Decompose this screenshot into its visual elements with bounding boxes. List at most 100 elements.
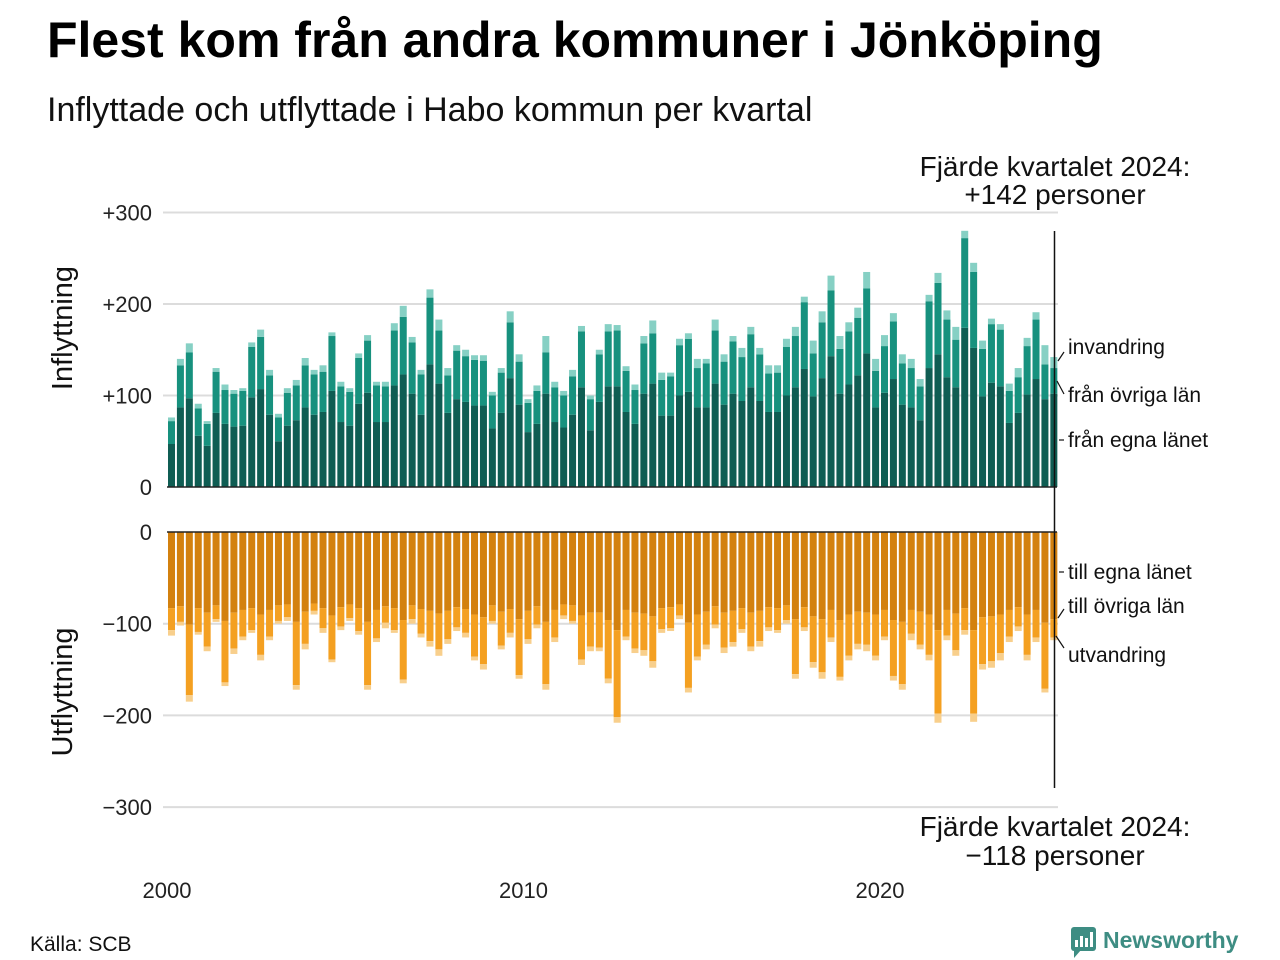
outflow-bar-segment-1 bbox=[702, 532, 710, 612]
outflow-bar-segment-1 bbox=[765, 532, 773, 608]
outflow-bar-segment-1 bbox=[791, 532, 799, 620]
inflow-bar-segment-1 bbox=[738, 400, 746, 487]
inflow-bar-segment-3 bbox=[925, 294, 933, 302]
inflow-bar-segment-3 bbox=[444, 368, 452, 376]
legend-label-fran-egna-lanet: från egna länet bbox=[1068, 429, 1208, 452]
outflow-bar-segment-2 bbox=[676, 604, 684, 616]
outflow-bar-segment-2 bbox=[667, 607, 675, 629]
x-tick-label: 2020 bbox=[856, 878, 905, 903]
outflow-bar-segment-2 bbox=[426, 610, 434, 642]
inflow-bar-segment-1 bbox=[230, 426, 238, 487]
inflow-bar-segment-2 bbox=[1041, 364, 1049, 400]
inflow-bar-segment-3 bbox=[221, 384, 229, 391]
inflow-bar-segment-1 bbox=[934, 354, 942, 487]
inflow-bar-segment-1 bbox=[979, 396, 987, 487]
outflow-bar-segment-2 bbox=[479, 617, 487, 665]
outflow-bar-segment-2 bbox=[560, 604, 568, 616]
inflow-bar-segment-3 bbox=[800, 296, 808, 303]
inflow-bar-segment-1 bbox=[301, 407, 309, 487]
outflow-bar-segment-1 bbox=[257, 532, 265, 615]
inflow-bar-segment-3 bbox=[185, 343, 193, 353]
outflow-bar-segment-1 bbox=[729, 532, 737, 611]
outflow-bar-segment-3 bbox=[221, 682, 229, 687]
gridlines bbox=[163, 211, 1058, 809]
outflow-bar-segment-3 bbox=[845, 655, 853, 661]
outflow-bar-segment-1 bbox=[586, 532, 594, 613]
outflow-bar-segment-2 bbox=[301, 611, 309, 644]
outflow-bar-segment-1 bbox=[515, 532, 523, 620]
inflow-bar-segment-1 bbox=[907, 407, 915, 487]
inflow-bar-segment-2 bbox=[1005, 390, 1013, 423]
outflow-bar-segment-3 bbox=[435, 649, 443, 656]
inflow-bar-segment-2 bbox=[961, 238, 969, 328]
inflow-bar-segment-1 bbox=[881, 392, 889, 487]
legend: invandring från övriga län från egna län… bbox=[1055, 336, 1208, 667]
outflow-bar-segment-3 bbox=[479, 664, 487, 670]
inflow-bar-segment-2 bbox=[809, 353, 817, 397]
outflow-bar-segment-2 bbox=[747, 612, 755, 647]
outflow-bar-segment-2 bbox=[827, 609, 835, 638]
outflow-bar-segment-2 bbox=[711, 606, 719, 625]
inflow-bar-segment-3 bbox=[782, 338, 790, 348]
inflow-bar-segment-1 bbox=[560, 427, 568, 487]
outflow-bar-segment-3 bbox=[756, 641, 764, 647]
inflow-bar-segment-2 bbox=[640, 343, 648, 394]
inflow-bar-segment-2 bbox=[996, 329, 1004, 387]
inflow-bar-segment-1 bbox=[943, 377, 951, 487]
inflow-bar-segment-2 bbox=[328, 336, 336, 391]
inflow-bar-segment-3 bbox=[934, 272, 942, 283]
inflow-bar-segment-2 bbox=[586, 399, 594, 431]
inflow-bar-segment-1 bbox=[756, 400, 764, 487]
inflow-bar-segment-2 bbox=[979, 348, 987, 397]
outflow-bar-segment-3 bbox=[372, 638, 380, 643]
inflow-bar-segment-2 bbox=[266, 375, 274, 415]
outflow-bar-segment-2 bbox=[551, 609, 559, 638]
inflow-bar-segment-1 bbox=[569, 414, 577, 487]
inflow-bar-segment-3 bbox=[479, 355, 487, 361]
inflow-bar-segment-3 bbox=[613, 325, 621, 331]
inflow-bar-segment-2 bbox=[185, 352, 193, 399]
outflow-bar-segment-1 bbox=[845, 532, 853, 615]
outflow-bar-segment-1 bbox=[738, 532, 746, 609]
inflow-bar-segment-2 bbox=[257, 336, 265, 390]
outflow-bar-segment-3 bbox=[346, 618, 354, 621]
inflow-bar-segment-1 bbox=[1023, 394, 1031, 487]
inflow-bar-segment-1 bbox=[257, 389, 265, 487]
inflow-bar-segment-1 bbox=[176, 407, 184, 487]
outflow-bar-segment-3 bbox=[462, 632, 470, 638]
inflow-bar-segment-3 bbox=[390, 323, 398, 331]
outflow-bar-segment-2 bbox=[372, 609, 380, 639]
inflow-bar-segment-3 bbox=[863, 271, 871, 289]
inflow-bar-segment-2 bbox=[649, 333, 657, 384]
inflow-bar-segment-1 bbox=[854, 375, 862, 487]
outflow-bar-segment-2 bbox=[586, 612, 594, 647]
inflow-bar-segment-2 bbox=[390, 330, 398, 386]
inflow-bar-segment-1 bbox=[586, 430, 594, 487]
inflow-bar-segment-3 bbox=[791, 326, 799, 337]
outflow-bar-segment-1 bbox=[1023, 532, 1031, 615]
outflow-bar-segment-3 bbox=[203, 646, 211, 652]
outflow-bar-segment-3 bbox=[827, 637, 835, 643]
outflow-bar-segment-2 bbox=[176, 606, 184, 622]
inflow-bar-segment-3 bbox=[640, 336, 648, 344]
inflow-bar-segment-2 bbox=[943, 319, 951, 378]
outflow-bar-segment-1 bbox=[889, 532, 897, 621]
outflow-bar-segment-3 bbox=[390, 630, 398, 633]
outflow-bar-segment-3 bbox=[328, 659, 336, 663]
outflow-bar-segment-3 bbox=[684, 687, 692, 693]
inflow-bar-segment-2 bbox=[542, 352, 550, 394]
outflow-bar-segment-2 bbox=[622, 609, 630, 637]
outflow-bar-segment-3 bbox=[649, 661, 657, 668]
inflow-bar-segment-1 bbox=[818, 378, 826, 487]
inflow-bar-segment-3 bbox=[827, 275, 835, 291]
inflow-bar-segment-3 bbox=[595, 349, 603, 355]
outflow-bar-segment-3 bbox=[310, 610, 318, 615]
outflow-bar-segment-1 bbox=[168, 532, 176, 609]
inflow-bar-segment-3 bbox=[524, 399, 532, 403]
leader-line bbox=[1057, 608, 1065, 619]
inflow-bar-segment-2 bbox=[658, 379, 666, 416]
outflow-bar-segment-1 bbox=[693, 532, 701, 615]
outflow-bar-segment-2 bbox=[952, 613, 960, 651]
outflow-bar-segment-2 bbox=[506, 609, 514, 633]
outflow-bar-segment-3 bbox=[319, 628, 327, 633]
